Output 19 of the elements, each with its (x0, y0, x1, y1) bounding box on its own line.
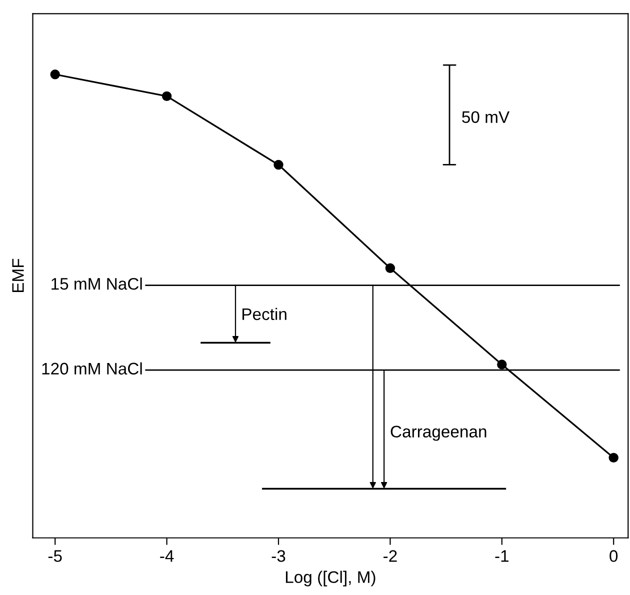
x-axis-title: Log ([Cl], M) (286, 570, 376, 586)
point (162, 91, 172, 102)
ref-line-label: 15 mM NaCl (52, 278, 142, 290)
x-tick-label: -2 (384, 550, 397, 562)
x-tick-label: -3 (272, 550, 286, 562)
x-tick-label: -4 (160, 550, 174, 562)
point (385, 263, 396, 273)
point (274, 160, 284, 170)
annotation: Carrageenan (390, 426, 486, 441)
annotation: Pectin (242, 308, 286, 320)
ref-line-label: 120 mM NaCl (42, 362, 142, 375)
x-tick-label: -5 (48, 550, 62, 562)
annotation: 50 mV (462, 111, 510, 123)
x-tick-label: 0 (610, 550, 618, 562)
y-axis-title: EMF (12, 258, 24, 292)
x-tick-label: -1 (495, 550, 508, 562)
point (608, 452, 618, 463)
point (50, 70, 60, 80)
point (497, 360, 507, 370)
